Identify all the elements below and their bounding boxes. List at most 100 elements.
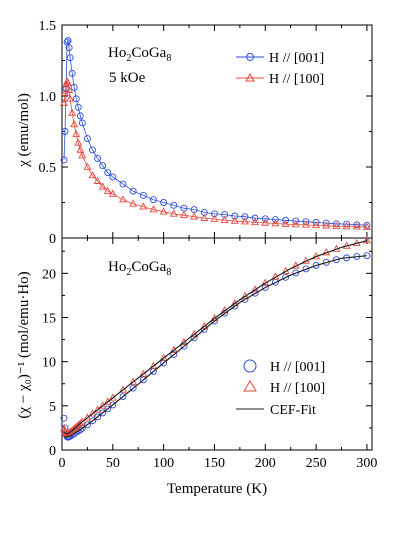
top-point-100	[240, 217, 249, 225]
top-point-100	[312, 220, 321, 229]
top-point-100	[119, 195, 127, 203]
top-point-001	[68, 69, 76, 77]
bottom-point-001	[261, 284, 269, 291]
bottom-legend-label-001: H // [001]	[270, 360, 325, 375]
top-point-100	[190, 212, 199, 220]
top-point-100	[281, 219, 290, 227]
bottom-point-100	[74, 420, 83, 429]
bottom-point-001	[282, 273, 290, 281]
top-field-label: 5 kOe	[109, 70, 146, 86]
bottom-compound-label: Ho2CoGa8	[108, 259, 171, 278]
top-point-001	[70, 84, 78, 91]
top-point-001	[104, 169, 112, 177]
bottom-legend-label-fit: CEF-Fit	[270, 403, 316, 418]
bottom-y-axis-label: (χ − χ₀)⁻¹ (mol/emu·Ho)	[16, 271, 32, 418]
top-y-tick-label: 0.5	[39, 161, 57, 176]
top-point-100	[261, 218, 270, 226]
top-y-tick-label: 1.5	[39, 19, 57, 34]
bottom-point-001	[104, 405, 112, 413]
top-point-100	[74, 138, 83, 146]
bottom-point-001	[99, 409, 107, 417]
top-point-100	[129, 199, 138, 207]
top-point-100	[72, 129, 81, 138]
top-point-001	[60, 156, 68, 164]
bottom-y-ticks: 0 5 10 15 20	[42, 250, 372, 459]
bottom-point-001	[119, 393, 127, 401]
top-point-100	[230, 216, 239, 224]
bottom-plot-frame	[61, 237, 373, 451]
top-point-100	[291, 220, 300, 228]
bottom-y-tick-label: 5	[49, 400, 56, 415]
top-series-line	[63, 39, 367, 226]
x-tick-label: 100	[153, 456, 174, 471]
bottom-point-001	[89, 417, 96, 425]
top-legend-marker-001	[246, 53, 254, 61]
top-point-001	[241, 213, 249, 221]
top-point-100	[88, 171, 97, 179]
bottom-y-tick-label: 10	[42, 356, 56, 371]
bottom-point-001	[83, 421, 91, 429]
top-legend-label-100: H // [100]	[269, 72, 324, 87]
top-point-100	[103, 186, 112, 194]
top-point-100	[180, 210, 188, 219]
bottom-point-001	[129, 384, 137, 392]
top-point-001	[66, 54, 74, 62]
bottom-point-001	[312, 261, 320, 269]
top-point-100	[65, 85, 74, 94]
top-point-100	[83, 162, 92, 170]
top-point-100	[251, 217, 260, 226]
top-point-100	[301, 220, 310, 228]
top-point-100	[68, 108, 77, 116]
top-point-001	[353, 221, 361, 229]
top-point-001	[89, 146, 96, 154]
top-point-100	[271, 219, 280, 227]
top-point-001	[119, 180, 127, 188]
top-point-100	[322, 221, 331, 229]
top-point-100	[76, 145, 85, 153]
bottom-point-100	[76, 419, 85, 427]
top-y-tick-label: 0	[49, 232, 56, 247]
top-point-100	[139, 202, 148, 210]
top-point-100	[70, 119, 79, 128]
top-point-100	[93, 176, 102, 184]
bottom-legend-marker-100	[243, 380, 257, 392]
top-point-001	[332, 220, 340, 228]
x-tick-label: 250	[306, 456, 327, 471]
top-point-001	[64, 37, 72, 45]
bottom-fit-line	[63, 255, 367, 438]
bottom-legend: H // [001] H // [100] CEF-Fit	[236, 359, 325, 418]
top-point-100	[210, 214, 219, 222]
top-point-100	[60, 98, 68, 106]
bottom-point-001	[109, 401, 117, 409]
top-compound-label: Ho2CoGa8	[108, 45, 171, 64]
x-tick-label: 0	[59, 456, 66, 471]
top-point-100	[200, 213, 209, 221]
top-point-001	[261, 215, 269, 223]
bottom-point-001	[60, 414, 68, 422]
top-point-001	[129, 187, 137, 195]
top-point-001	[160, 199, 168, 206]
top-point-001	[170, 201, 178, 209]
top-point-001	[271, 216, 279, 223]
bottom-point-100	[66, 427, 75, 436]
top-point-001	[65, 44, 73, 52]
top-point-001	[251, 214, 259, 222]
x-tick-label: 50	[106, 456, 120, 471]
bottom-point-001	[332, 256, 340, 264]
top-point-001	[282, 216, 290, 224]
top-point-001	[72, 95, 80, 103]
top-point-100	[78, 151, 87, 159]
bottom-point-001	[302, 265, 310, 273]
top-x-ticks	[61, 25, 368, 238]
x-tick-label: 300	[356, 456, 377, 471]
top-point-001	[363, 221, 371, 229]
bottom-y-tick-label: 20	[42, 267, 56, 282]
bottom-point-001	[292, 269, 300, 277]
top-legend: H // [001] H // [100]	[236, 51, 324, 87]
bottom-point-001	[94, 413, 102, 421]
bottom-legend-label-100: H // [100]	[270, 381, 325, 396]
top-y-axis-label: χ (emu/mol)	[16, 93, 32, 168]
top-point-100	[352, 222, 361, 230]
top-legend-label-001: H // [001]	[269, 51, 324, 66]
top-point-001	[74, 103, 82, 111]
